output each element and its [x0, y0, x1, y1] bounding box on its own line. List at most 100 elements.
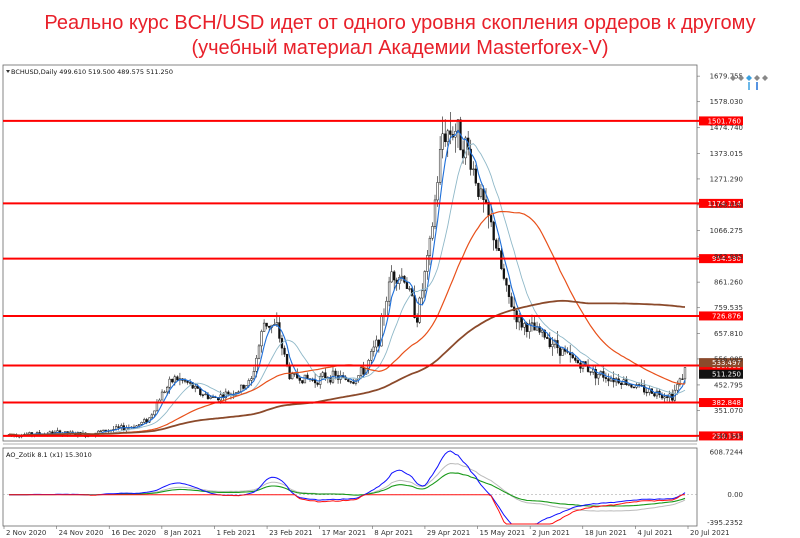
candle-body: [285, 354, 289, 366]
candle-body: [678, 378, 682, 385]
candle-body: [183, 380, 187, 382]
oscillator-grey-line: [9, 462, 686, 512]
current-price-box: [699, 358, 743, 368]
candle-body: [469, 148, 472, 170]
ma-slow-line: [8, 299, 686, 437]
candle-body: [288, 364, 291, 380]
date-tick-label: 15 May 2021: [480, 529, 526, 537]
trade-arrows-icon[interactable]: [730, 75, 768, 90]
candle-body: [209, 396, 212, 399]
candle-body: [372, 346, 375, 352]
candle-body: [653, 393, 656, 397]
candle-body: [150, 414, 154, 419]
candle-body: [433, 199, 437, 227]
candle-body: [143, 419, 146, 423]
chart-title-line-1: Реально курс BCH/USD идет от одного уров…: [44, 12, 756, 34]
candle-body: [413, 295, 416, 318]
candle-body: [645, 391, 648, 394]
candle-body: [160, 391, 164, 401]
oscillator-tick-label: -395.2352: [707, 519, 743, 527]
ma-mid-line: [8, 143, 686, 436]
candle-body: [303, 374, 307, 384]
price-tick-label: 1578.030: [710, 98, 743, 106]
candle-body: [265, 322, 268, 327]
candle-body: [377, 339, 381, 347]
price-tick-label: 249.345: [714, 433, 743, 441]
candle-body: [201, 394, 205, 396]
candle-body: [252, 371, 256, 379]
candle-body: [505, 278, 508, 286]
date-tick-label: 4 Jul 2021: [637, 529, 672, 537]
date-tick-label: 8 Jan 2021: [164, 529, 202, 537]
date-tick-label: 8 Apr 2021: [374, 529, 413, 537]
candle-body: [405, 282, 409, 289]
candle-body: [489, 215, 493, 223]
date-tick-label: 20 Jul 2021: [690, 529, 730, 537]
candle-body: [408, 288, 411, 290]
oscillator-pane-border: [2, 447, 698, 527]
price-tick-label: 759.535: [714, 304, 743, 312]
candle-body: [171, 378, 174, 383]
candle-body: [137, 424, 141, 427]
candle-body: [28, 432, 31, 435]
candle-body: [163, 391, 166, 393]
candle-body: [204, 393, 207, 396]
candle-body: [247, 380, 250, 386]
candle-body: [416, 317, 419, 323]
candle-body: [329, 377, 332, 383]
date-tick-label: 16 Dec 2020: [111, 529, 156, 537]
level-label-box: [699, 198, 743, 208]
candle-body: [352, 381, 355, 384]
price-tick-label: 861.260: [714, 279, 743, 287]
level-label-box: [699, 311, 743, 321]
candle-body: [502, 268, 506, 279]
candle-body: [153, 410, 156, 416]
candle-body: [571, 354, 574, 359]
candle-body: [546, 337, 549, 339]
candle-body: [257, 345, 261, 359]
moving-averages: [8, 129, 686, 437]
candle-body: [449, 130, 452, 135]
candle-body: [211, 396, 215, 399]
candle-body: [120, 425, 123, 428]
candle-body: [237, 391, 240, 393]
candle-body: [520, 316, 523, 328]
candle-body: [528, 323, 531, 332]
candle-body: [301, 380, 304, 384]
candle-body: [574, 357, 577, 361]
level-label-box: [699, 254, 743, 264]
candle-body: [262, 322, 266, 332]
candle-body: [474, 168, 477, 184]
dropdown-arrow-icon[interactable]: [6, 70, 10, 73]
candle-body: [199, 388, 202, 396]
candle-body: [268, 325, 271, 328]
candle-body: [530, 322, 534, 325]
candle-body: [334, 370, 337, 376]
candle-body: [484, 199, 488, 203]
candle-body: [176, 376, 179, 381]
candles: [7, 112, 687, 439]
candle-body: [242, 384, 245, 389]
candle-body: [423, 271, 426, 292]
candle-body: [627, 384, 631, 386]
candle-body: [607, 378, 610, 382]
candle-body: [472, 168, 475, 170]
candle-body: [431, 226, 434, 239]
main-pane-border: [2, 64, 698, 442]
candle-body: [324, 372, 327, 379]
candle-body: [428, 237, 432, 256]
candle-body: [278, 322, 281, 339]
price-tick-label: 1373.015: [710, 150, 743, 158]
candle-body: [387, 281, 391, 302]
candle-body: [283, 347, 286, 355]
candle-body: [461, 149, 465, 159]
oscillator-tick-label: 608.7244: [710, 449, 744, 457]
candle-body: [359, 367, 363, 376]
candle-body: [592, 369, 595, 373]
date-tick-label: 23 Feb 2021: [269, 529, 313, 537]
candle-body: [597, 374, 600, 379]
oscillator-axis: 608.7244 0.00 -395.2352: [707, 449, 743, 527]
oscillator-red-line: [9, 494, 686, 525]
price-tick-label: 1474.740: [710, 124, 743, 132]
candle-body: [444, 133, 447, 143]
